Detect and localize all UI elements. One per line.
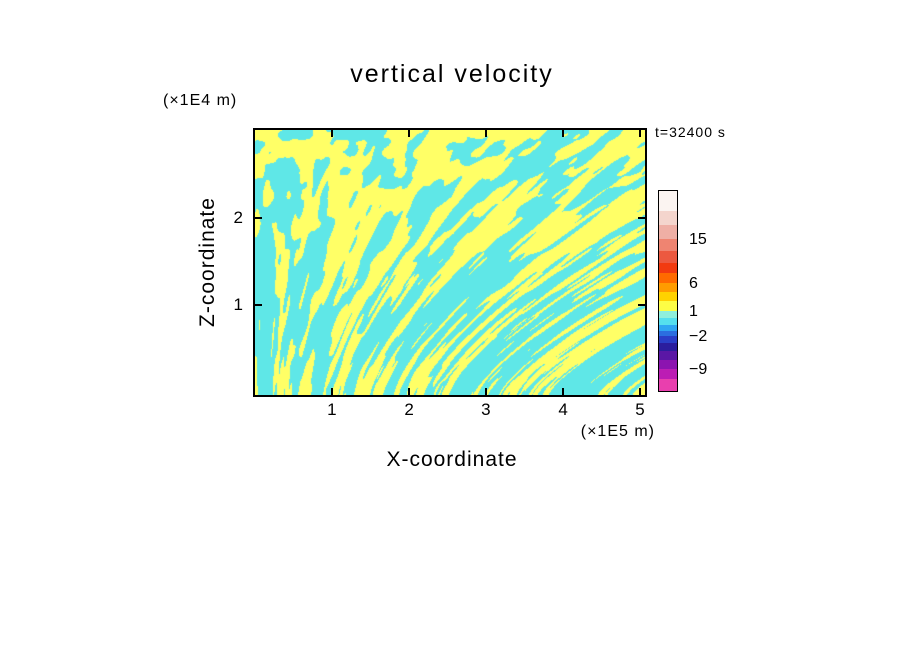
colorbar-segment (659, 211, 677, 225)
colorbar-segment (659, 311, 677, 318)
colorbar-segment (659, 336, 677, 343)
colorbar-segment (659, 191, 677, 211)
colorbar-segment (659, 331, 677, 336)
colorbar-segment (659, 251, 677, 263)
z-tick-label: 1 (233, 294, 243, 314)
colorbar-segment (659, 225, 677, 239)
z-axis-unit-label: (×1E4 m) (163, 92, 238, 109)
z-axis-title: Z-coordinate (196, 197, 219, 327)
colorbar-segment (659, 343, 677, 351)
colorbar-tick-label: 15 (689, 231, 707, 248)
x-axis-tick (484, 130, 487, 137)
z-axis-tick (638, 303, 645, 306)
x-axis-tick (638, 130, 641, 137)
x-axis-unit-label: (×1E5 m) (580, 423, 655, 440)
colorbar-segment (659, 369, 677, 379)
x-axis-tick (562, 388, 565, 395)
x-axis-tick (484, 388, 487, 395)
x-axis-tick (408, 388, 411, 395)
x-axis-title: X-coordinate (386, 448, 518, 471)
x-axis-tick (562, 130, 565, 137)
colorbar-segment (659, 263, 677, 273)
colorbar: 15 6 1 −2 −9 (658, 190, 707, 392)
colorbar-segment (659, 301, 677, 311)
chart-title: vertical velocity (350, 60, 554, 88)
z-axis-tick (255, 303, 262, 306)
x-tick-label: 2 (404, 400, 414, 419)
colorbar-segments (659, 191, 677, 391)
x-axis-tick (330, 130, 333, 137)
colorbar-segment (659, 292, 677, 301)
colorbar-segment (659, 318, 677, 325)
x-tick-labels: 1 2 3 4 5 (255, 400, 645, 420)
plot-area (253, 128, 647, 397)
colorbar-segment (659, 283, 677, 292)
z-axis-tick (638, 216, 645, 219)
heatmap-canvas (255, 130, 645, 395)
colorbar-segment (659, 239, 677, 251)
x-tick-label: 1 (327, 400, 337, 419)
x-tick-label: 4 (558, 400, 568, 419)
x-tick-label: 5 (635, 400, 645, 419)
x-axis-tick (638, 388, 641, 395)
colorbar-segment (659, 360, 677, 369)
colorbar-segment (659, 379, 677, 391)
colorbar-tick-label: −9 (689, 361, 708, 378)
colorbar-segment (659, 325, 677, 331)
x-axis-tick (330, 388, 333, 395)
colorbar-tick-label: 6 (689, 275, 698, 292)
colorbar-tick-label: −2 (689, 328, 708, 345)
colorbar-tick-label: 1 (689, 303, 698, 320)
colorbar-segment (659, 351, 677, 360)
colorbar-segment (659, 273, 677, 283)
z-tick-label: 2 (233, 207, 243, 227)
x-axis-tick (408, 130, 411, 137)
z-axis-tick (255, 216, 262, 219)
time-annotation: t=32400 s (655, 124, 726, 140)
x-tick-label: 3 (481, 400, 491, 419)
